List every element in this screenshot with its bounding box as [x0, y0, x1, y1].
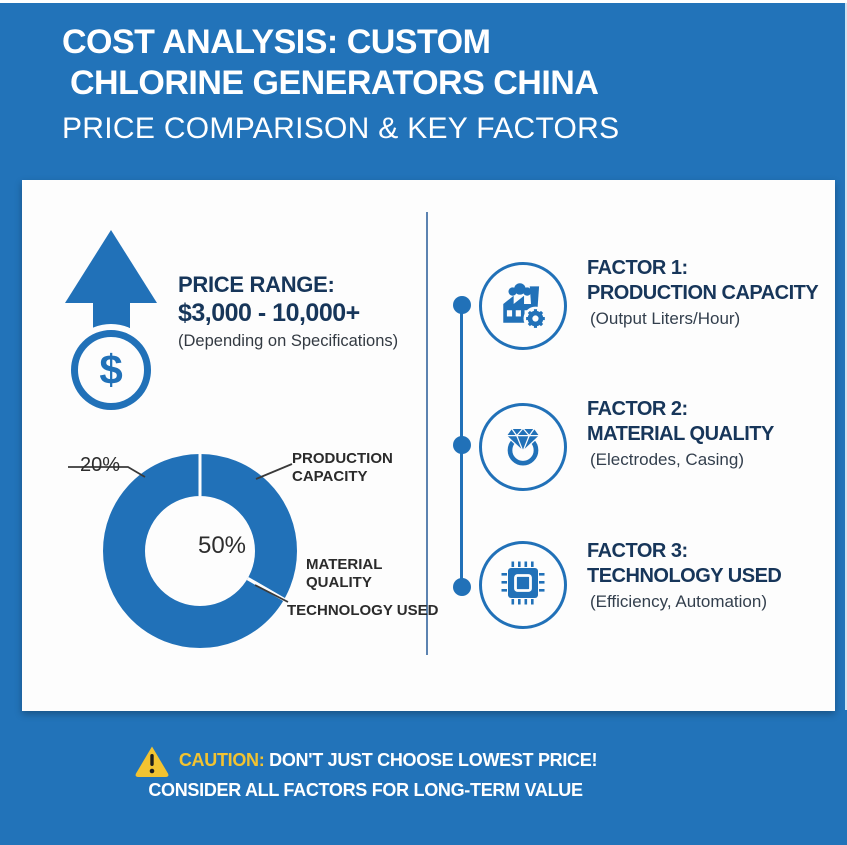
- caution-banner: CAUTION: DON'T JUST CHOOSE LOWEST PRICE!…: [135, 743, 597, 801]
- price-range-note: (Depending on Specifications): [178, 332, 399, 350]
- top-border: [0, 0, 847, 3]
- factor3-text: FACTOR 3: TECHNOLOGY USED (Efficiency, A…: [587, 539, 782, 614]
- leader-line-technology: [254, 584, 289, 603]
- chip-icon: [498, 558, 548, 613]
- caution-line2: CONSIDER ALL FACTORS FOR LONG-TERM VALUE: [148, 780, 583, 800]
- factor2-circle: [479, 403, 567, 491]
- price-range-block: PRICE RANGE: $3,000 - 10,000+ (Depending…: [178, 271, 398, 353]
- caution-label: CAUTION:: [178, 750, 265, 770]
- leader-line-20pct: [68, 466, 146, 478]
- factor3-circle: [479, 541, 567, 629]
- donut-chart: [68, 454, 297, 648]
- donut-label-technology-used: TECHNOLOGY USED: [287, 602, 439, 619]
- factor2-name: MATERIAL QUALITY: [587, 423, 774, 445]
- timeline-dot-2: [453, 436, 471, 454]
- factory-icon: [496, 277, 550, 336]
- caution-message: DON'T JUST CHOOSE LOWEST PRICE!: [269, 750, 598, 770]
- factor1-circle: [479, 262, 567, 350]
- price-range-label: PRICE RANGE:: [178, 272, 335, 297]
- up-arrow-icon: [65, 230, 157, 303]
- page-title-line1: COST ANALYSIS: CUSTOM: [62, 23, 491, 61]
- right-border: [845, 0, 847, 710]
- factor2-text: FACTOR 2: MATERIAL QUALITY (Electrodes, …: [587, 397, 774, 472]
- factor2-title: FACTOR 2:: [587, 398, 688, 420]
- factor1-text: FACTOR 1: PRODUCTION CAPACITY (Output Li…: [587, 256, 819, 331]
- donut-label-material-quality: MATERIAL QUALITY: [306, 556, 383, 591]
- caution-line1: CAUTION: DON'T JUST CHOOSE LOWEST PRICE!: [178, 743, 598, 777]
- vertical-divider: [426, 212, 428, 655]
- warning-triangle-icon: [134, 744, 170, 777]
- price-range-value: $3,000 - 10,000+: [178, 299, 360, 327]
- header: COST ANALYSIS: CUSTOM CHLORINE GENERATOR…: [62, 22, 619, 147]
- factor1-detail: (Output Liters/Hour): [590, 309, 741, 328]
- page-subtitle: PRICE COMPARISON & KEY FACTORS: [62, 112, 620, 145]
- timeline-dot-1: [453, 296, 471, 314]
- leader-line-production: [255, 463, 293, 480]
- factor1-name: PRODUCTION CAPACITY: [587, 282, 819, 304]
- factor2-detail: (Electrodes, Casing): [590, 450, 745, 469]
- factor1-title: FACTOR 1:: [587, 257, 688, 279]
- factor3-detail: (Efficiency, Automation): [590, 592, 768, 611]
- donut-label-50pct: 50%: [197, 532, 247, 559]
- page-title-line2: CHLORINE GENERATORS CHINA: [70, 64, 599, 102]
- donut-label-production-capacity: PRODUCTION CAPACITY: [292, 450, 393, 485]
- factor3-title: FACTOR 3:: [587, 540, 688, 562]
- donut-label-20pct: 20%: [80, 454, 121, 476]
- content-card: $ PRICE RANGE: $3,000 - 10,000+ (Dependi…: [22, 180, 835, 711]
- diamond-ring-icon: [497, 419, 549, 476]
- factor3-name: TECHNOLOGY USED: [587, 565, 782, 587]
- dollar-circle-icon: $: [71, 330, 151, 410]
- timeline-dot-3: [453, 578, 471, 596]
